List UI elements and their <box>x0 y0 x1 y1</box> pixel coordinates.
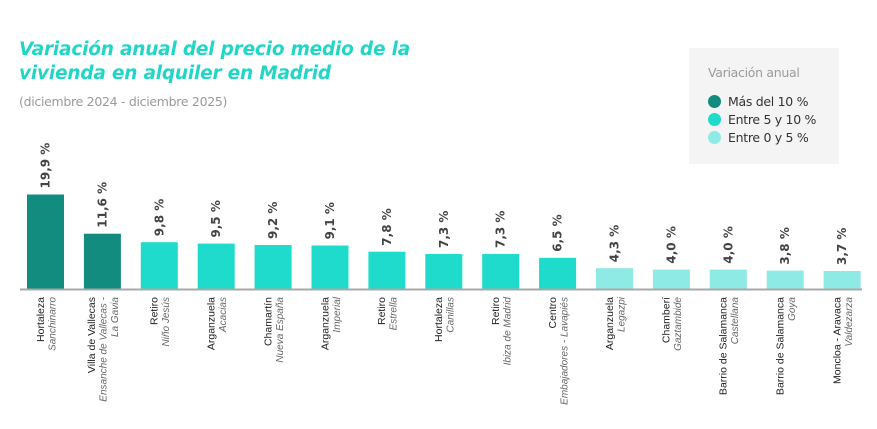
legend-dot-high-icon <box>708 94 721 108</box>
legend: Variación anual Más del 10 % Entre 5 y 1… <box>689 48 839 164</box>
data-label: 4,0 % <box>664 226 678 263</box>
data-label: 4,3 % <box>608 225 622 262</box>
bar <box>368 251 406 289</box>
data-label: 9,5 % <box>209 200 223 237</box>
category-label-neighborhood: Canillas <box>446 297 457 333</box>
category-label-neighborhood: La Gavia <box>110 297 121 337</box>
bar <box>83 233 121 289</box>
category-label-neighborhood: Ensanche de Vallecas - <box>98 296 109 401</box>
data-label: 9,8 % <box>152 199 166 236</box>
category-label-district: Chamartín <box>262 297 274 346</box>
category-label-neighborhood: Ibiza de Madrid <box>502 297 513 366</box>
bar <box>652 269 690 289</box>
category-label-district: Retiro <box>376 297 388 325</box>
legend-label-low: Entre 0 y 5 % <box>728 129 809 145</box>
chart-title-line-2: vivienda en alquiler en Madrid <box>19 63 331 84</box>
legend-label-high: Más del 10 % <box>728 93 809 109</box>
bar <box>482 254 520 289</box>
data-label: 11,6 % <box>95 182 109 228</box>
chart-subtitle: (diciembre 2024 - diciembre 2025) <box>19 94 228 109</box>
category-label-district: Barrio de Salamanca <box>718 297 730 395</box>
bar <box>425 254 463 289</box>
category-label-neighborhood: Nueva España <box>275 297 286 363</box>
category-label-neighborhood: Legazpi <box>616 296 627 332</box>
bar <box>709 269 747 289</box>
data-label: 19,9 % <box>39 143 53 189</box>
category-label-district: Arganzuela <box>319 297 331 350</box>
data-label: 4,0 % <box>721 226 735 263</box>
category-label-district: Arganzuela <box>604 297 616 350</box>
bar <box>254 245 292 289</box>
category-label-district: Moncloa - Aravaca <box>831 297 843 384</box>
legend-dot-mid-icon <box>708 112 721 126</box>
data-label: 7,8 % <box>380 208 394 245</box>
category-label-district: Hortaleza <box>433 297 445 342</box>
category-label-neighborhood: Sanchinarro <box>47 297 58 351</box>
legend-title: Variación anual <box>708 65 800 80</box>
data-label: 3,7 % <box>835 228 849 265</box>
category-label-district: Retiro <box>149 297 161 325</box>
data-label: 9,1 % <box>323 202 337 239</box>
category-label-neighborhood: Gaztambide <box>673 297 684 351</box>
chart-title-line-1: Variación anual del precio medio de la <box>19 39 410 60</box>
data-label: 7,3 % <box>494 211 508 248</box>
legend-label-mid: Entre 5 y 10 % <box>728 111 817 127</box>
bar <box>27 194 64 289</box>
category-label-district: Villa de Vallecas <box>86 297 98 373</box>
category-label-district: Retiro <box>490 297 502 325</box>
legend-dot-low-icon <box>708 130 721 144</box>
chart-title: Variación anual del precio medio de la v… <box>19 38 459 86</box>
data-label: 6,5 % <box>551 214 565 251</box>
category-label-district: Arganzuela <box>205 297 217 350</box>
category-label-neighborhood: Estrella <box>389 297 400 331</box>
data-label: 3,8 % <box>778 227 792 264</box>
legend-item-high: Más del 10 % <box>708 92 808 110</box>
category-label-neighborhood: Embajadores - Lavapiés <box>559 297 570 405</box>
data-label: 9,2 % <box>266 202 280 239</box>
category-label-neighborhood: Acacias <box>218 297 229 333</box>
category-label-neighborhood: Castellana <box>730 297 741 345</box>
category-label-neighborhood: Goya <box>787 297 798 321</box>
category-label-district: Hortaleza <box>35 297 47 342</box>
bar <box>311 245 349 289</box>
bar <box>140 242 178 289</box>
category-label-neighborhood: Valdezarza <box>844 297 855 347</box>
category-label-district: Barrio de Salamanca <box>774 297 786 395</box>
bar <box>197 243 235 289</box>
category-label-neighborhood: Imperial <box>332 296 343 332</box>
legend-item-mid: Entre 5 y 10 % <box>708 110 816 128</box>
category-label-neighborhood: Niño Jesús <box>161 297 172 346</box>
data-label: 7,3 % <box>437 211 451 248</box>
category-label-district: Chamberí <box>661 297 673 343</box>
category-label-district: Centro <box>547 297 559 329</box>
legend-item-low: Entre 0 y 5 % <box>708 128 809 146</box>
bar <box>539 257 577 289</box>
bar <box>823 271 861 289</box>
bar <box>596 268 633 289</box>
bar <box>766 270 804 289</box>
